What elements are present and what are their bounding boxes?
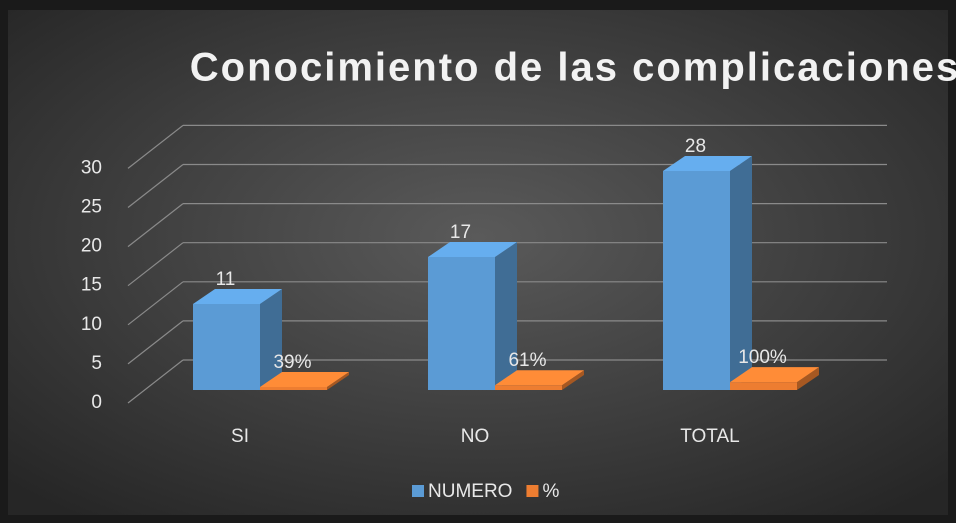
bar [193, 288, 282, 390]
bar-top [730, 367, 819, 383]
y-tick-label: 30 [81, 157, 102, 178]
legend-swatch [412, 485, 424, 497]
bar-top [428, 242, 517, 258]
y-tick-label: 5 [91, 353, 102, 374]
bar [495, 370, 584, 390]
grid-line [127, 281, 184, 326]
legend-label: NUMERO [428, 481, 512, 502]
bar-side [495, 242, 517, 390]
legend-swatch [526, 485, 539, 497]
bar-side [797, 367, 819, 390]
chart-title: Conocimiento de las complicaciones [190, 46, 956, 90]
grid-line [127, 164, 184, 208]
grid-line [127, 320, 184, 365]
bar [663, 156, 752, 390]
y-tick-label: 25 [81, 197, 102, 218]
bar-front [495, 385, 562, 390]
bar-top [663, 156, 752, 172]
data-label: 100% [738, 347, 787, 368]
data-label: 17 [450, 222, 471, 243]
bar-front [730, 382, 797, 390]
bar-top [260, 371, 349, 387]
data-label: 11 [216, 269, 236, 290]
y-tick-label: 20 [81, 236, 102, 257]
bar [730, 367, 819, 390]
bar-front [193, 303, 260, 390]
bar-front [663, 171, 730, 390]
bar-side [260, 288, 282, 390]
bar-front [260, 386, 327, 390]
x-tick-label: SI [231, 426, 249, 447]
grid-line [127, 242, 184, 287]
data-label: 61% [508, 350, 546, 371]
bar-side [730, 156, 752, 390]
data-label: 28 [685, 136, 706, 157]
bar-side [562, 370, 584, 390]
y-tick-label: 15 [81, 275, 102, 296]
legend-label: % [542, 481, 559, 502]
grid-line [127, 203, 184, 248]
x-tick-label: NO [461, 426, 490, 447]
bar [260, 371, 349, 390]
bar [428, 242, 517, 390]
grid-line [127, 359, 184, 404]
bar-front [428, 257, 495, 390]
bar-side [327, 371, 349, 390]
y-tick-label: 10 [81, 314, 102, 335]
data-label: 39% [273, 352, 311, 373]
grid-line [127, 124, 184, 169]
bar-top [495, 370, 584, 386]
bar-top [193, 288, 282, 304]
x-tick-label: TOTAL [680, 426, 739, 447]
y-tick-label: 0 [91, 392, 102, 413]
